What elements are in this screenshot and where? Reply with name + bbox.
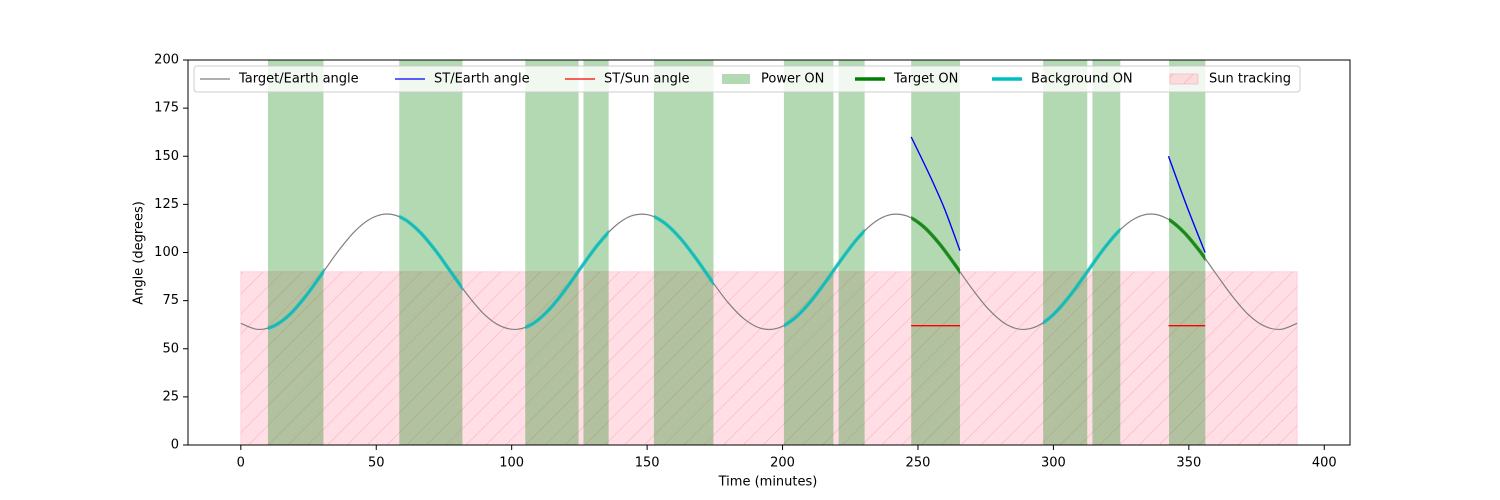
legend-label: Sun tracking xyxy=(1209,72,1291,87)
legend-label: ST/Earth angle xyxy=(434,72,530,87)
power-span xyxy=(1092,60,1121,445)
y-tick-label: 200 xyxy=(154,53,179,68)
series-line xyxy=(910,136,961,251)
x-tick-label: 400 xyxy=(1312,456,1337,471)
power-span xyxy=(911,60,960,445)
plot-frame xyxy=(187,59,1351,446)
y-tick-label: 125 xyxy=(154,197,179,212)
power-span xyxy=(838,60,865,445)
legend-swatch xyxy=(722,74,750,84)
x-tick-label: 50 xyxy=(368,456,385,471)
power-span xyxy=(399,60,463,445)
power-span xyxy=(783,60,834,445)
legend-frame xyxy=(193,65,1301,93)
sun-tracking-hatch xyxy=(240,271,1298,445)
series-line xyxy=(1167,156,1206,253)
legend-label: Background ON xyxy=(1031,72,1133,87)
power-span xyxy=(267,60,324,445)
y-tick-label: 0 xyxy=(171,438,179,453)
legend-label: Power ON xyxy=(761,72,824,87)
y-tick-label: 25 xyxy=(162,389,179,404)
power-span xyxy=(525,60,579,445)
x-tick-label: 250 xyxy=(906,456,931,471)
x-tick-label: 100 xyxy=(499,456,524,471)
x-tick-label: 300 xyxy=(1041,456,1066,471)
legend: Target/Earth angle ST/Earth angle ST/Sun a… xyxy=(193,65,1301,93)
x-tick-label: 0 xyxy=(237,456,245,471)
highlight-line xyxy=(1043,227,1121,325)
power-span xyxy=(653,60,714,445)
x-axis-label: Time (minutes) xyxy=(718,475,818,490)
y-tick-label: 50 xyxy=(162,341,179,356)
y-tick-label: 75 xyxy=(162,293,179,308)
x-tick-label: 200 xyxy=(770,456,795,471)
y-tick-label: 175 xyxy=(154,101,179,116)
legend-swatch-hatch xyxy=(1170,74,1198,84)
legend-label: Target/Earth angle xyxy=(238,72,359,87)
y-tick-label: 150 xyxy=(154,149,179,164)
plot-area xyxy=(240,60,1298,446)
power-span xyxy=(583,60,609,445)
y-axis-label: Angle (degrees) xyxy=(132,201,147,305)
power-span xyxy=(1043,60,1088,445)
highlight-line xyxy=(399,214,463,292)
x-tick-label: 350 xyxy=(1176,456,1201,471)
x-tick-label: 150 xyxy=(635,456,660,471)
legend-label: ST/Sun angle xyxy=(604,72,690,87)
y-tick-label: 100 xyxy=(154,245,179,260)
legend-label: Target ON xyxy=(893,72,958,87)
